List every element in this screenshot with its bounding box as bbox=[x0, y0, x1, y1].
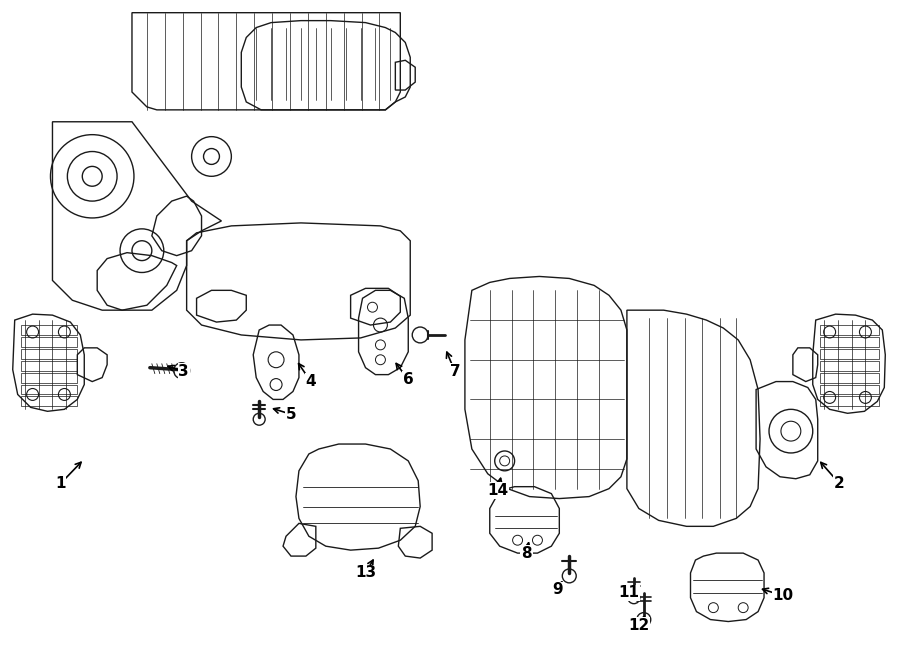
Text: 1: 1 bbox=[55, 476, 66, 491]
Text: 4: 4 bbox=[306, 374, 316, 389]
Text: 7: 7 bbox=[450, 364, 460, 379]
Text: 13: 13 bbox=[355, 565, 376, 580]
Text: 9: 9 bbox=[552, 582, 562, 598]
Text: 8: 8 bbox=[521, 545, 532, 561]
Text: 2: 2 bbox=[834, 476, 845, 491]
Text: 5: 5 bbox=[285, 407, 296, 422]
Text: 6: 6 bbox=[403, 372, 414, 387]
Text: 14: 14 bbox=[487, 483, 508, 498]
Text: 12: 12 bbox=[628, 618, 650, 633]
Text: 3: 3 bbox=[178, 364, 189, 379]
Text: 10: 10 bbox=[772, 588, 794, 603]
Text: 11: 11 bbox=[618, 585, 639, 600]
